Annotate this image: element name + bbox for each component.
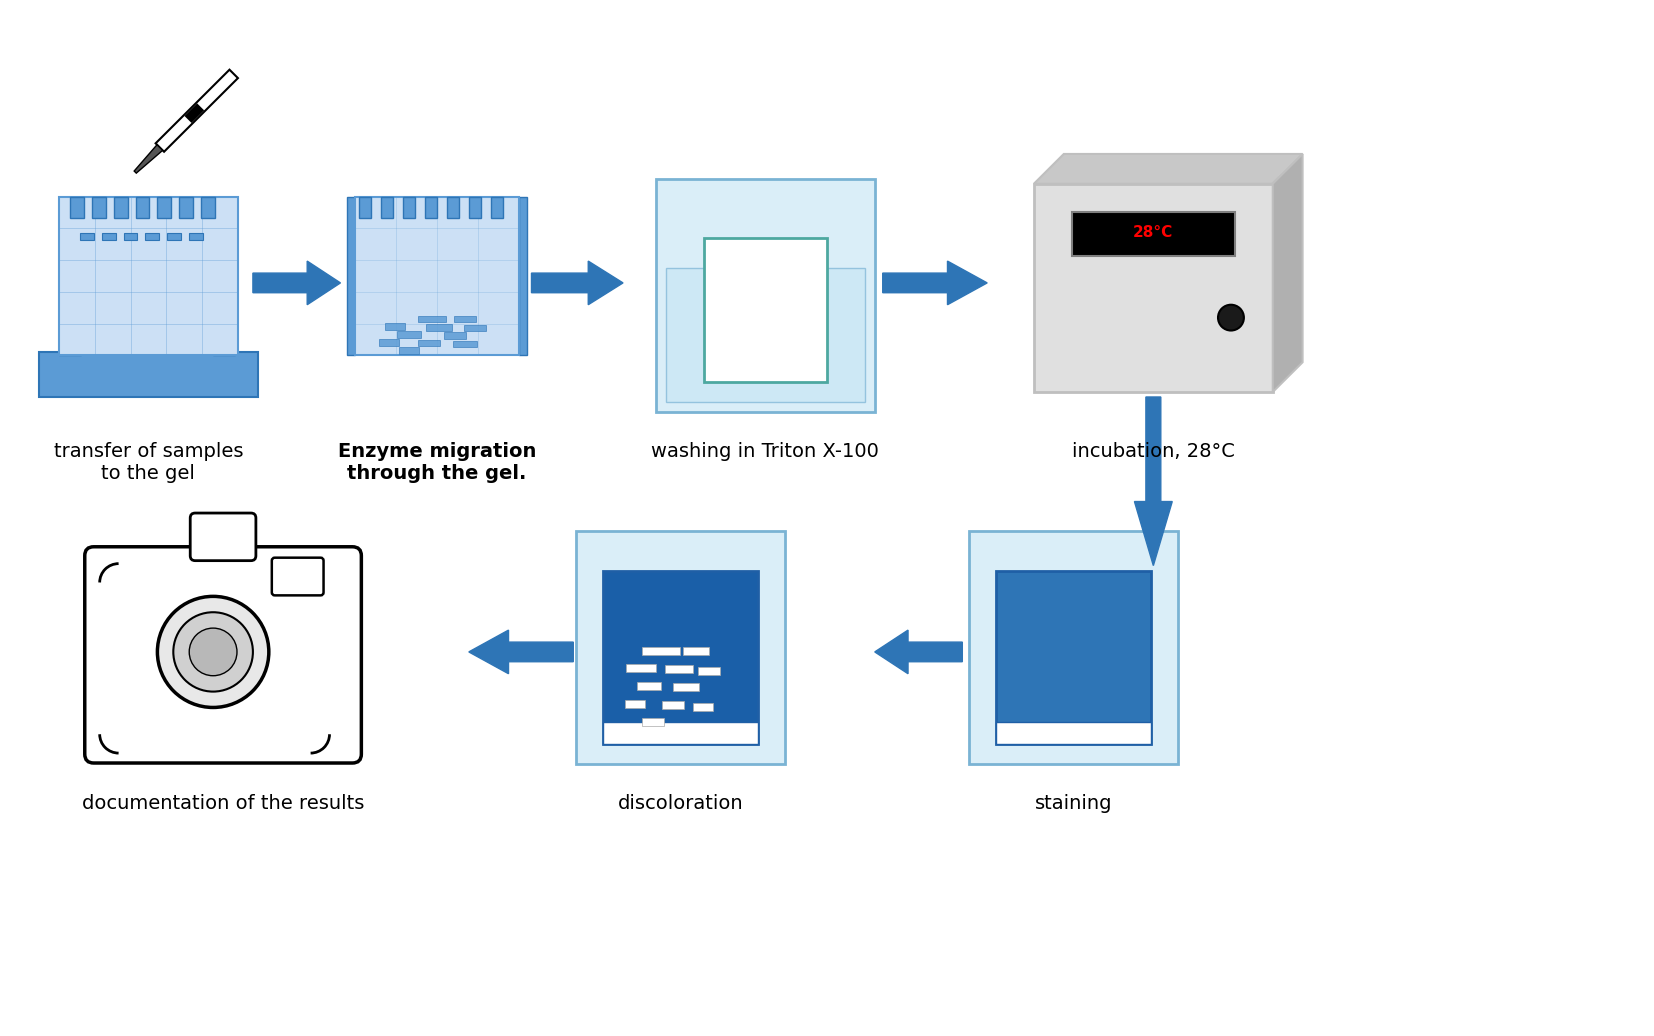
FancyBboxPatch shape	[379, 340, 399, 346]
Circle shape	[189, 628, 237, 675]
FancyBboxPatch shape	[604, 571, 758, 744]
FancyBboxPatch shape	[136, 197, 149, 219]
Polygon shape	[134, 145, 162, 173]
FancyBboxPatch shape	[625, 700, 645, 708]
FancyBboxPatch shape	[114, 197, 127, 219]
Text: incubation, 28°C: incubation, 28°C	[1072, 441, 1236, 461]
FancyBboxPatch shape	[84, 547, 361, 762]
FancyBboxPatch shape	[604, 722, 758, 744]
FancyBboxPatch shape	[60, 197, 238, 355]
FancyBboxPatch shape	[657, 179, 875, 412]
FancyBboxPatch shape	[385, 323, 405, 329]
FancyBboxPatch shape	[969, 530, 1178, 764]
Text: 28°C: 28°C	[1133, 225, 1173, 239]
FancyBboxPatch shape	[683, 648, 708, 655]
FancyBboxPatch shape	[155, 69, 238, 151]
FancyBboxPatch shape	[397, 332, 422, 338]
FancyArrow shape	[253, 261, 341, 305]
FancyBboxPatch shape	[359, 197, 370, 219]
FancyBboxPatch shape	[996, 722, 1151, 744]
FancyBboxPatch shape	[443, 333, 466, 339]
FancyArrow shape	[1135, 397, 1173, 566]
FancyBboxPatch shape	[60, 202, 81, 355]
FancyBboxPatch shape	[404, 197, 415, 219]
FancyBboxPatch shape	[453, 341, 476, 347]
FancyBboxPatch shape	[427, 324, 452, 330]
FancyBboxPatch shape	[79, 233, 94, 240]
FancyBboxPatch shape	[625, 664, 657, 672]
Text: discoloration: discoloration	[619, 794, 744, 813]
FancyArrow shape	[531, 261, 624, 305]
FancyBboxPatch shape	[101, 233, 116, 240]
FancyBboxPatch shape	[418, 316, 447, 322]
Circle shape	[1217, 305, 1244, 330]
FancyBboxPatch shape	[996, 571, 1151, 744]
Polygon shape	[1034, 154, 1303, 183]
Circle shape	[174, 612, 253, 692]
FancyArrow shape	[468, 630, 574, 673]
FancyBboxPatch shape	[202, 197, 215, 219]
FancyBboxPatch shape	[693, 702, 713, 711]
FancyBboxPatch shape	[213, 202, 235, 355]
FancyArrow shape	[875, 630, 963, 673]
FancyBboxPatch shape	[425, 197, 437, 219]
FancyBboxPatch shape	[91, 197, 106, 219]
FancyBboxPatch shape	[698, 666, 719, 674]
Text: Enzyme migration
through the gel.: Enzyme migration through the gel.	[337, 441, 536, 483]
FancyBboxPatch shape	[576, 530, 786, 764]
FancyBboxPatch shape	[642, 718, 663, 726]
FancyBboxPatch shape	[190, 513, 256, 560]
FancyBboxPatch shape	[662, 701, 683, 710]
FancyBboxPatch shape	[519, 197, 526, 355]
FancyBboxPatch shape	[1072, 212, 1236, 256]
Text: transfer of samples
to the gel: transfer of samples to the gel	[53, 441, 243, 483]
FancyBboxPatch shape	[185, 104, 203, 123]
Text: documentation of the results: documentation of the results	[81, 794, 364, 813]
FancyBboxPatch shape	[167, 233, 182, 240]
FancyBboxPatch shape	[447, 197, 458, 219]
FancyBboxPatch shape	[491, 197, 503, 219]
FancyBboxPatch shape	[189, 233, 203, 240]
FancyBboxPatch shape	[356, 197, 519, 355]
FancyBboxPatch shape	[179, 197, 194, 219]
FancyBboxPatch shape	[40, 352, 258, 397]
FancyBboxPatch shape	[453, 316, 476, 322]
FancyBboxPatch shape	[124, 233, 137, 240]
FancyBboxPatch shape	[642, 648, 680, 655]
FancyBboxPatch shape	[271, 557, 324, 596]
FancyBboxPatch shape	[157, 197, 172, 219]
FancyBboxPatch shape	[418, 340, 440, 346]
FancyBboxPatch shape	[673, 684, 698, 691]
FancyBboxPatch shape	[665, 665, 693, 673]
FancyBboxPatch shape	[382, 197, 394, 219]
FancyArrow shape	[883, 261, 987, 305]
FancyBboxPatch shape	[463, 324, 486, 332]
Polygon shape	[1272, 154, 1303, 392]
FancyBboxPatch shape	[637, 682, 662, 690]
FancyBboxPatch shape	[703, 238, 827, 382]
FancyBboxPatch shape	[146, 233, 159, 240]
FancyBboxPatch shape	[399, 347, 418, 353]
FancyBboxPatch shape	[468, 197, 481, 219]
FancyBboxPatch shape	[69, 197, 84, 219]
Circle shape	[157, 597, 270, 708]
FancyBboxPatch shape	[1034, 183, 1272, 392]
FancyBboxPatch shape	[667, 268, 865, 402]
FancyBboxPatch shape	[347, 197, 356, 355]
Text: staining: staining	[1035, 794, 1113, 813]
Text: washing in Triton X-100: washing in Triton X-100	[652, 441, 880, 461]
